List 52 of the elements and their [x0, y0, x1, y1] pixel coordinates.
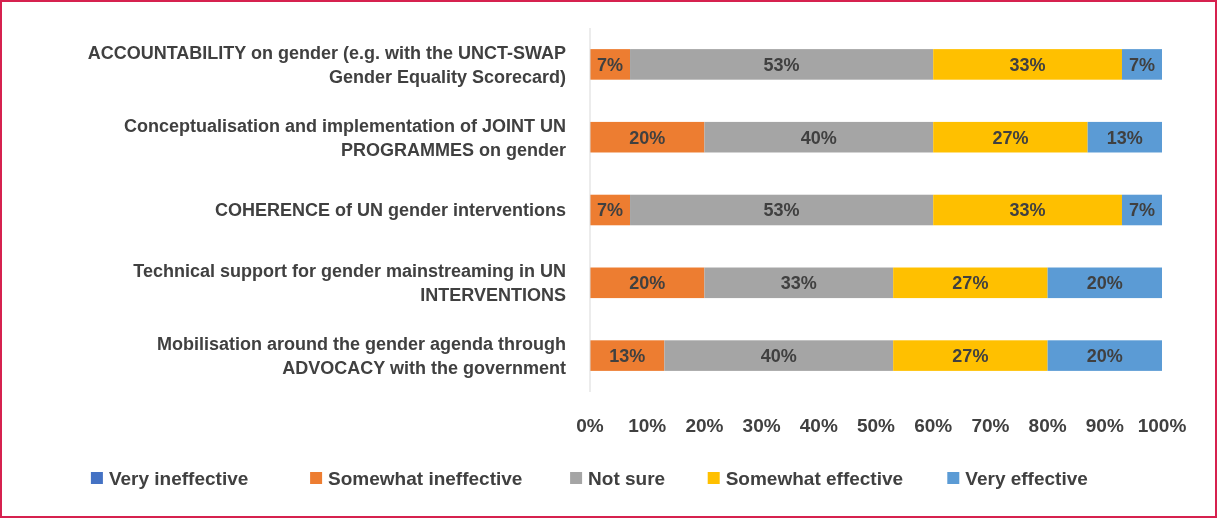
x-tick-label: 50%	[856, 414, 896, 436]
data-label: 33%	[780, 273, 817, 294]
data-label: 20%	[629, 273, 666, 294]
x-tick-label: 10%	[628, 414, 667, 436]
x-tick-label: 70%	[971, 414, 1010, 436]
data-label: 7%	[597, 200, 624, 221]
x-tick-label: 90%	[1085, 414, 1124, 436]
legend-label: Very effective	[965, 467, 1088, 489]
y-tick-label: COHERENCE of UN gender interventions	[214, 200, 566, 221]
legend-label: Somewhat effective	[725, 467, 904, 489]
legend-label: Not sure	[588, 467, 666, 489]
data-label: 20%	[629, 127, 666, 148]
y-tick-label: Technical support for gender mainstreaming in UN INTERVENTIONS	[133, 261, 566, 306]
x-tick-label: 100%	[1137, 414, 1187, 436]
bar	[1047, 340, 1162, 371]
x-tick-label: 0%	[576, 414, 604, 436]
data-label: 40%	[760, 345, 797, 366]
x-tick-label: 80%	[1028, 414, 1067, 436]
bar	[893, 267, 1048, 299]
bar	[630, 194, 934, 226]
y-tick-label: Conceptualisation and implementation of JOINT UN PROGRAMMES on gender	[123, 115, 566, 160]
data-label: 7%	[597, 54, 624, 75]
data-label: 7%	[1128, 200, 1155, 221]
bar	[933, 194, 1122, 226]
data-label: 20%	[1086, 345, 1123, 366]
data-label: 13%	[609, 345, 646, 366]
data-label: 7%	[1128, 54, 1155, 75]
data-label: 13%	[1106, 127, 1143, 148]
y-tick-label: Mobilisation around the gender agenda through ADVOCACY with the government	[157, 333, 566, 378]
data-label: 53%	[763, 200, 800, 221]
data-label: 33%	[1009, 200, 1046, 221]
data-label: 27%	[952, 273, 989, 294]
bar	[933, 121, 1088, 153]
x-tick-label: 20%	[685, 414, 724, 436]
data-label: 27%	[992, 127, 1029, 148]
bar	[704, 121, 934, 153]
bar	[893, 340, 1048, 371]
x-tick-label: 40%	[799, 414, 838, 436]
x-tick-label: 60%	[914, 414, 953, 436]
data-label: 33%	[1009, 54, 1046, 75]
legend-label: Somewhat ineffective	[328, 467, 523, 489]
bar	[704, 267, 894, 299]
bar	[630, 49, 934, 80]
data-label: 27%	[952, 345, 989, 366]
bar	[664, 340, 894, 371]
data-label: 20%	[1086, 273, 1123, 294]
data-label: 40%	[800, 127, 837, 148]
y-tick-label: ACCOUNTABILITY on gender (e.g. with the UNCT-SWAP Gender Equality Scorecard)	[87, 42, 566, 87]
x-tick-label: 30%	[742, 414, 781, 436]
data-label: 53%	[763, 54, 800, 75]
bar	[933, 49, 1122, 80]
legend-label: Very ineffective	[108, 467, 249, 489]
